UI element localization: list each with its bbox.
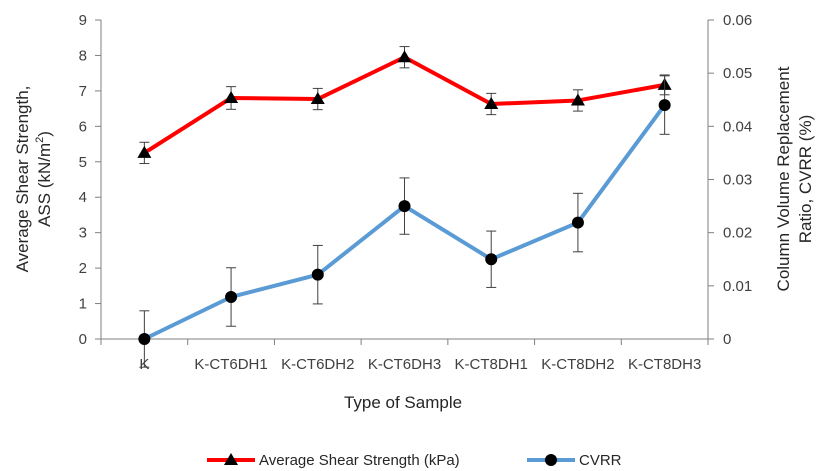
data-point-cvrr <box>225 290 238 303</box>
left-axis-title-superscript: 2 <box>34 137 46 143</box>
left-axis-title-line2-prefix: ASS (kN/m <box>35 143 54 227</box>
right-axis-tick-label: 0.04 <box>723 118 752 135</box>
x-axis-tick-labels: K K-CT6DH1 K-CT6DH2 K-CT6DH3 K-CT8DH1 K-CT8DH… <box>139 356 701 373</box>
axis-ticks <box>95 19 714 345</box>
x-axis-tick-label: K-CT8DH2 <box>541 356 614 373</box>
legend-item-ass: Average Shear Strength (kPa) <box>207 452 460 469</box>
left-axis-title: Average Shear Strength, ASS (kN/m2) <box>13 86 54 273</box>
left-axis-title-line1: Average Shear Strength, <box>13 86 32 273</box>
series-ass <box>137 46 672 165</box>
x-axis-tick-label: K-CT6DH2 <box>281 356 354 373</box>
x-axis-tick-label: K-CT8DH3 <box>628 356 701 373</box>
left-axis-tick-label: 7 <box>79 83 87 100</box>
series-layer <box>137 46 672 368</box>
data-point-cvrr <box>311 268 324 281</box>
legend-label-cvrr: CVRR <box>579 452 622 469</box>
right-axis-tick-label: 0.02 <box>723 225 752 242</box>
data-point-ass <box>397 50 412 63</box>
legend-marker-circle <box>545 454 557 466</box>
x-axis-tick-label: K-CT8DH1 <box>455 356 528 373</box>
left-axis-tick-label: 6 <box>79 118 87 135</box>
series-line-ass <box>143 55 665 155</box>
data-point-cvrr <box>138 333 151 345</box>
right-axis-tick-label: 0.01 <box>723 278 752 295</box>
left-axis-tick-labels: 0 1 2 3 4 5 6 7 8 9 <box>79 12 87 348</box>
right-axis-tick-labels: 0 0.01 0.02 0.03 0.04 0.05 0.06 <box>723 12 752 348</box>
data-point-cvrr <box>398 200 411 213</box>
left-axis-tick-label: 5 <box>79 154 87 171</box>
data-point-ass <box>484 97 499 110</box>
x-axis-tick-label: K-CT6DH1 <box>194 356 267 373</box>
legend: Average Shear Strength (kPa) CVRR <box>207 452 622 469</box>
data-point-ass <box>570 93 585 106</box>
right-axis-title-line1: Column Volume Replacement <box>774 66 793 291</box>
left-axis-tick-label: 9 <box>79 12 87 29</box>
data-point-cvrr <box>571 216 584 229</box>
left-axis-tick-label: 3 <box>79 225 87 242</box>
right-axis-tick-label: 0 <box>723 331 731 348</box>
x-axis-tick-label: K-CT6DH3 <box>368 356 441 373</box>
right-axis-tick-label: 0.03 <box>723 172 752 189</box>
data-point-ass <box>137 145 152 158</box>
left-axis-title-line2: ASS (kN/m2) <box>34 131 54 227</box>
right-axis-tick-label: 0.05 <box>723 65 752 82</box>
data-point-ass <box>310 92 325 105</box>
series-cvrr <box>138 75 671 368</box>
data-point-cvrr <box>658 99 671 112</box>
left-axis-title-line2-suffix: ) <box>35 131 54 137</box>
legend-label-ass: Average Shear Strength (kPa) <box>259 452 460 469</box>
legend-marker-triangle <box>224 453 238 465</box>
left-axis-tick-label: 2 <box>79 260 87 277</box>
left-axis-tick-label: 1 <box>79 296 87 313</box>
right-axis-title: Column Volume Replacement Ratio, CVRR (%… <box>774 66 815 291</box>
x-axis-title: Type of Sample <box>344 393 462 412</box>
legend-item-cvrr: CVRR <box>527 452 622 469</box>
left-axis-tick-label: 0 <box>79 331 87 348</box>
left-axis-tick-label: 8 <box>79 47 87 64</box>
data-point-ass <box>224 90 239 103</box>
data-point-cvrr <box>485 253 498 266</box>
left-axis-tick-label: 4 <box>79 189 87 206</box>
right-axis-tick-label: 0.06 <box>723 12 752 29</box>
right-axis-title-line2: Ratio, CVRR (%) <box>796 115 815 243</box>
